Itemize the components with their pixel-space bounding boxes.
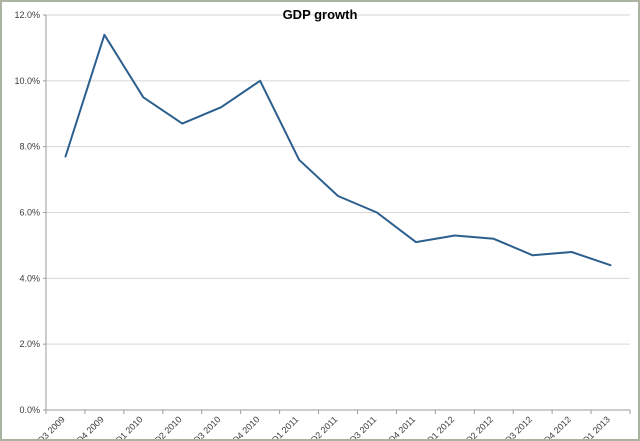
svg-text:4.0%: 4.0% <box>19 273 40 283</box>
svg-text:Q1 2013: Q1 2013 <box>580 414 611 439</box>
svg-text:12.0%: 12.0% <box>14 10 40 20</box>
svg-text:Q4 2011: Q4 2011 <box>386 414 417 439</box>
svg-text:Q2 2011: Q2 2011 <box>308 414 339 439</box>
y-axis-labels: 0.0% 2.0% 4.0% 6.0% 8.0% 10.0% 12.0% <box>14 10 40 415</box>
x-axis-labels: Q3 2009 Q4 2009 Q1 2010 Q2 2010 Q3 2010 Q4 20… <box>35 414 612 439</box>
svg-text:Q2 2012: Q2 2012 <box>464 414 495 439</box>
svg-text:Q4 2012: Q4 2012 <box>542 414 573 439</box>
svg-text:0.0%: 0.0% <box>19 405 40 415</box>
svg-text:Q1 2012: Q1 2012 <box>425 414 456 439</box>
svg-text:Q3 2012: Q3 2012 <box>503 414 534 439</box>
svg-text:Q4 2009: Q4 2009 <box>74 414 105 439</box>
svg-text:Q2 2010: Q2 2010 <box>152 414 183 439</box>
svg-text:8.0%: 8.0% <box>19 142 40 152</box>
axis-ticks <box>43 14 631 414</box>
svg-text:Q1 2010: Q1 2010 <box>113 414 144 439</box>
svg-text:10.0%: 10.0% <box>14 76 40 86</box>
gridlines <box>46 14 630 345</box>
svg-text:Q1 2011: Q1 2011 <box>269 414 300 439</box>
svg-text:2.0%: 2.0% <box>19 339 40 349</box>
svg-text:Q3 2010: Q3 2010 <box>191 414 222 439</box>
axes <box>45 15 630 411</box>
svg-text:Q3 2011: Q3 2011 <box>347 414 378 439</box>
svg-text:6.0%: 6.0% <box>19 208 40 218</box>
svg-text:Q4 2010: Q4 2010 <box>230 414 261 439</box>
svg-text:Q3 2009: Q3 2009 <box>35 414 66 439</box>
gdp-growth-series-line <box>64 33 612 267</box>
